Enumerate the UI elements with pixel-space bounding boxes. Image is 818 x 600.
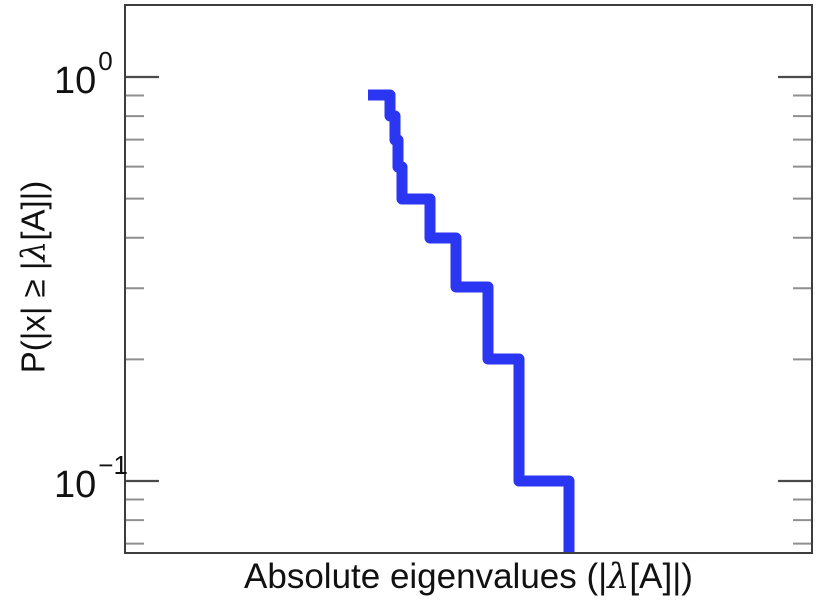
y-axis-title: P(|x| ≥ |λ[A]|) bbox=[13, 180, 53, 374]
tick-label-exponent: −1 bbox=[98, 450, 128, 480]
x-axis-title-post: [A]|) bbox=[629, 557, 693, 596]
y-tick-label: 100 bbox=[54, 48, 113, 102]
tick-label-base: 10 bbox=[54, 464, 97, 506]
tick-label-exponent: 0 bbox=[98, 46, 113, 76]
y-tick-label: 10−1 bbox=[54, 452, 128, 506]
y-axis-title-post: [A]|) bbox=[14, 180, 52, 241]
lambda-symbol: λ bbox=[13, 240, 53, 262]
y-axis-title-pre: P(|x| ≥ | bbox=[14, 261, 52, 374]
y-axis-ticks bbox=[125, 75, 812, 545]
ccdf-step-curve bbox=[368, 89, 575, 553]
tick-label-base: 10 bbox=[54, 60, 97, 102]
lambda-symbol: λ bbox=[607, 557, 630, 597]
plot-frame bbox=[124, 4, 813, 554]
x-axis-title: Absolute eigenvalues (|λ[A]|) bbox=[125, 559, 812, 595]
x-axis-title-pre: Absolute eigenvalues (| bbox=[244, 557, 608, 596]
